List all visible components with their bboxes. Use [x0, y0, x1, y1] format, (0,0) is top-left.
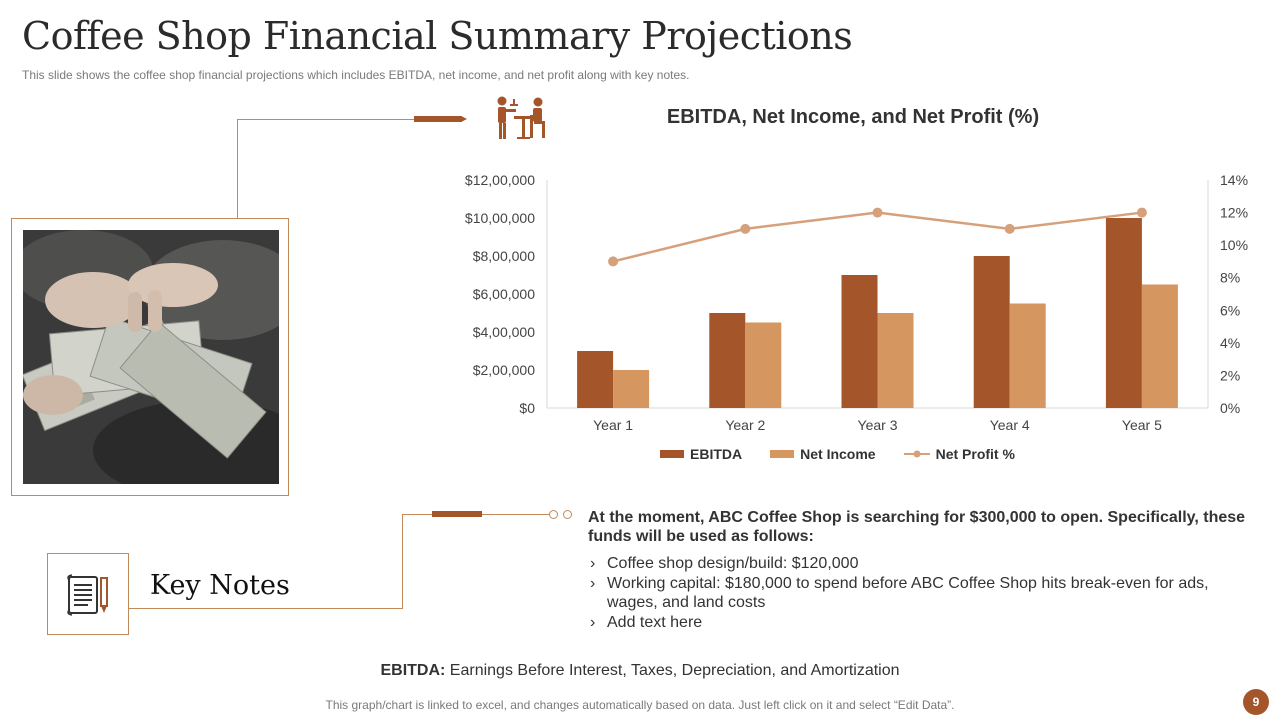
y-right-tick-label: 14% — [1220, 172, 1248, 188]
bar-net-income — [613, 370, 650, 408]
bar-net-income — [1141, 284, 1178, 408]
key-notes-title: Key Notes — [150, 570, 290, 601]
point-net-profit — [872, 207, 883, 218]
y-left-tick-label: $12,00,000 — [465, 172, 535, 188]
ebitda-term: EBITDA: — [380, 662, 446, 679]
connector-dot-2 — [563, 510, 572, 519]
point-net-profit — [608, 256, 619, 267]
bar-ebitda — [709, 313, 746, 408]
connector-vertical-bottom — [402, 514, 403, 609]
y-left-tick-label: $2,00,000 — [473, 362, 535, 378]
hands-counting-cash-photo — [23, 230, 279, 484]
connector-accent-bar-top — [414, 116, 462, 122]
key-notes-icon-box — [47, 553, 129, 635]
y-left-tick-label: $6,00,000 — [473, 286, 535, 302]
point-net-profit — [1136, 207, 1147, 218]
connector-arrow-tip — [461, 116, 467, 122]
point-net-profit — [740, 223, 751, 234]
y-left-tick-label: $8,00,000 — [473, 248, 535, 264]
connector-horizontal-bottom — [129, 608, 403, 609]
bar-ebitda — [577, 351, 614, 408]
chart-legend: EBITDA Net Income Net Profit % — [660, 446, 1015, 462]
ebitda-definition: EBITDA: Earnings Before Interest, Taxes,… — [0, 662, 1280, 680]
bar-net-income — [1009, 303, 1046, 408]
point-net-profit — [1004, 223, 1015, 234]
y-right-tick-label: 8% — [1220, 270, 1240, 286]
list-item: Coffee shop design/build: $120,000 — [588, 554, 1228, 574]
connector-accent-bar-bottom — [432, 511, 482, 517]
y-right-tick-label: 2% — [1220, 367, 1240, 383]
x-tick-label: Year 1 — [593, 417, 633, 433]
legend-item-net-profit: Net Profit % — [903, 446, 1015, 462]
legend-swatch-net-income — [770, 450, 795, 458]
waiter-serving-table-icon — [497, 96, 545, 139]
legend-label-ebitda: EBITDA — [690, 446, 743, 462]
bar-net-income — [745, 322, 782, 408]
combo-chart[interactable]: $0 $2,00,000 $4,00,000 $6,00,000 $8,00,000 $1… — [440, 165, 1260, 435]
y-left-tick-label: $10,00,000 — [465, 210, 535, 226]
bar-ebitda — [841, 275, 878, 408]
legend-label-net-income: Net Income — [800, 446, 876, 462]
page-number-badge: 9 — [1243, 689, 1269, 715]
y-right-tick-label: 4% — [1220, 335, 1240, 351]
y-left-tick-label: $0 — [519, 400, 535, 416]
x-tick-label: Year 5 — [1122, 417, 1162, 433]
y-right-tick-label: 0% — [1220, 400, 1240, 416]
legend-item-ebitda: EBITDA — [660, 446, 742, 462]
legend-swatch-ebitda — [660, 450, 684, 458]
connector-vertical-top — [237, 119, 238, 218]
connector-horizontal-top — [237, 119, 415, 120]
y-right-tick-label: 10% — [1220, 237, 1248, 253]
document-with-pencil-icon — [67, 574, 108, 616]
line-net-profit — [612, 211, 1143, 263]
connector-dot-1 — [549, 510, 558, 519]
y-left-tick-label: $4,00,000 — [473, 324, 535, 340]
bar-ebitda — [1105, 218, 1142, 408]
y-right-tick-label: 6% — [1220, 302, 1240, 318]
ebitda-text: Earnings Before Interest, Taxes, Depreci… — [445, 662, 900, 679]
y-right-tick-label: 12% — [1220, 205, 1248, 221]
x-tick-label: Year 3 — [858, 417, 898, 433]
chart-title: EBITDA, Net Income, and Net Profit (%) — [666, 106, 1040, 128]
list-item: Working capital: $180,000 to spend befor… — [588, 574, 1228, 613]
legend-swatch-net-profit — [903, 450, 930, 458]
bar-ebitda — [973, 256, 1010, 408]
footer-note: This graph/chart is linked to excel, and… — [325, 698, 955, 712]
legend-item-net-income: Net Income — [770, 446, 876, 462]
slide-subtitle: This slide shows the coffee shop financi… — [22, 68, 690, 82]
key-notes-heading: At the moment, ABC Coffee Shop is search… — [588, 509, 1246, 545]
photo-frame — [11, 218, 289, 496]
slide-title: Coffee Shop Financial Summary Projection… — [22, 14, 853, 58]
x-tick-label: Year 4 — [990, 417, 1030, 433]
key-notes-list: Coffee shop design/build: $120,000 Worki… — [588, 554, 1228, 632]
x-tick-label: Year 2 — [725, 417, 765, 433]
legend-label-net-profit: Net Profit % — [935, 446, 1015, 462]
bar-net-income — [877, 313, 914, 408]
list-item: Add text here — [588, 613, 1228, 633]
